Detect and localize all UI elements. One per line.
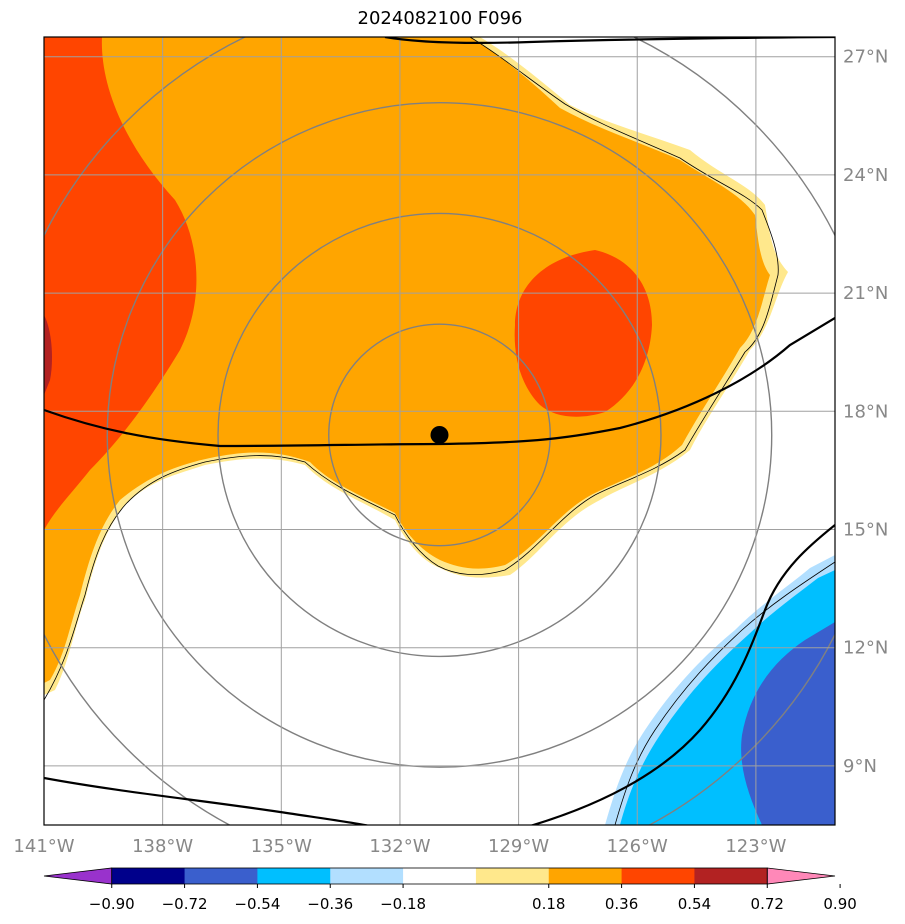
colorbar-bin	[184, 868, 258, 884]
colorbar-tick-label: 0.18	[532, 895, 565, 913]
colorbar-labels: −0.90 −0.72 −0.54 −0.36 −0.18 0.18 0.36 0.54 0.7…	[89, 884, 857, 913]
colorbar-tick-label: 0.54	[678, 895, 711, 913]
colorbar-tick-label: −0.90	[89, 895, 135, 913]
colorbar-bin	[111, 868, 186, 884]
range-rings	[44, 37, 835, 825]
thick-line-central	[44, 317, 835, 448]
colorbar-tick-label: 0.36	[605, 895, 638, 913]
longitude-label: 123°W	[725, 836, 786, 857]
latitude-label: 27°N	[843, 47, 888, 68]
colorbar-bin	[621, 868, 695, 884]
colorbar-bin	[548, 868, 623, 884]
positive-anomaly-orange	[44, 37, 770, 683]
thick-line-southeast	[529, 524, 835, 825]
map-area	[44, 37, 835, 825]
positive-anomaly-red-east	[514, 250, 652, 417]
negative-anomaly-blue	[741, 622, 835, 825]
colorbar-tick-label: 0.72	[751, 895, 784, 913]
colorbar-bin	[694, 868, 768, 884]
colorbar-bin	[257, 868, 331, 884]
thick-line-north	[384, 37, 835, 45]
chart-title: 2024082100 F096	[357, 8, 523, 29]
colorbar-bin	[475, 868, 550, 884]
colorbar-min-extend	[43, 867, 113, 885]
positive-anomaly-darkred	[44, 315, 52, 395]
latitude-label: 21°N	[843, 283, 888, 304]
range-ring-1	[328, 323, 551, 547]
colorbar-max-extend	[766, 867, 836, 885]
latitude-label: 18°N	[843, 401, 888, 422]
latitude-label: 12°N	[843, 638, 888, 659]
latitude-label: 15°N	[843, 520, 888, 541]
thin-contour-north	[44, 37, 779, 701]
colorbar-tick-label: 0.90	[823, 895, 856, 913]
gridlines	[44, 37, 835, 825]
colorbar-tick-label: −0.36	[307, 895, 353, 913]
longitude-label: 135°W	[251, 836, 312, 857]
latitude-labels: 27°N 24°N 21°N 18°N 15°N 12°N 9°N	[843, 47, 888, 777]
map-frame	[43, 36, 836, 826]
longitude-label: 138°W	[132, 836, 193, 857]
colorbar	[43, 867, 836, 885]
range-ring-2	[217, 212, 662, 658]
longitude-label: 132°W	[369, 836, 430, 857]
latitude-label: 24°N	[843, 165, 888, 186]
longitude-labels: 141°W 138°W 135°W 132°W 129°W 126°W 123°W	[13, 836, 786, 857]
longitude-label: 129°W	[488, 836, 549, 857]
colorbar-tick-label: −0.18	[380, 895, 426, 913]
positive-anomaly-red-west	[44, 37, 197, 530]
latitude-label: 9°N	[843, 756, 877, 777]
longitude-label: 141°W	[13, 836, 74, 857]
colorbar-bin	[330, 868, 404, 884]
range-ring-3	[106, 102, 773, 768]
thick-line-southwest	[44, 776, 371, 825]
storm-center-marker	[430, 425, 449, 444]
colorbar-tick-label: −0.72	[162, 895, 208, 913]
longitude-label: 126°W	[607, 836, 668, 857]
colorbar-tick-label: −0.54	[234, 895, 280, 913]
colorbar-bin	[403, 868, 477, 884]
thin-contour-southeast	[614, 561, 835, 825]
colorbar-frame	[111, 867, 768, 885]
